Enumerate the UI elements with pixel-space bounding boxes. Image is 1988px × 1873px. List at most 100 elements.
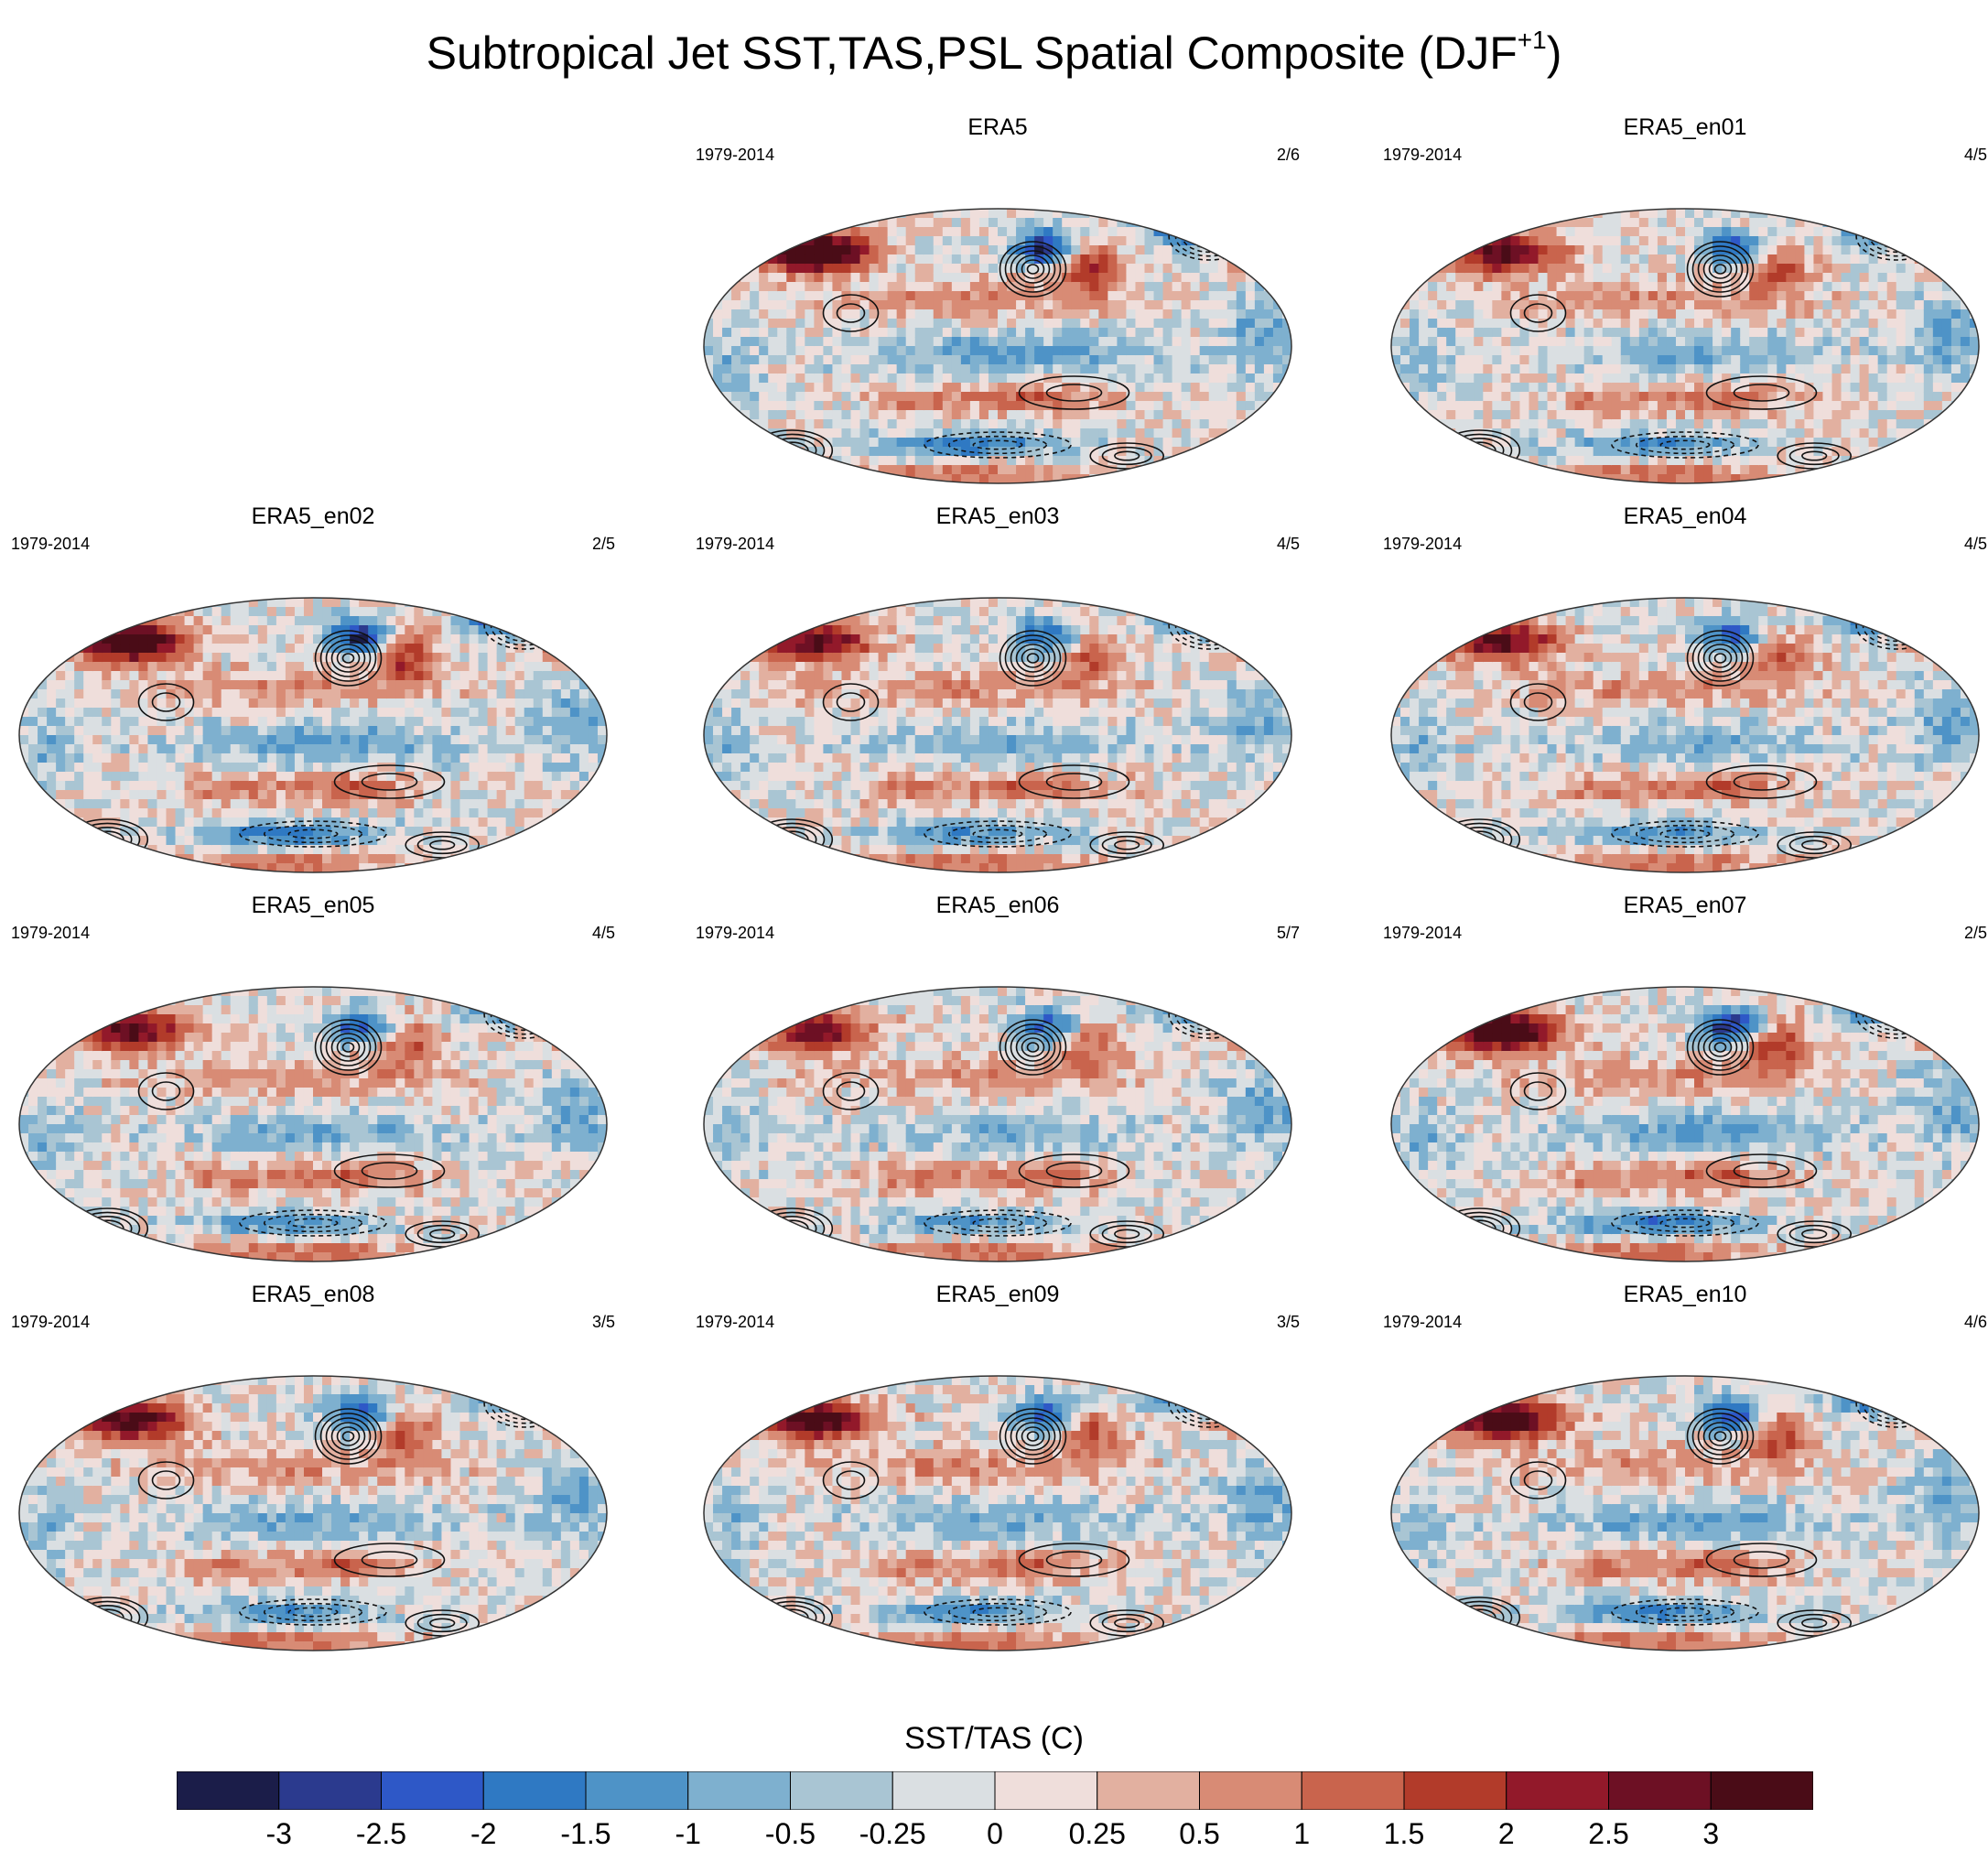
anomaly-cell xyxy=(193,671,204,681)
anomaly-cell xyxy=(1062,465,1072,475)
anomaly-cell xyxy=(1675,291,1686,301)
anomaly-cell xyxy=(850,328,861,338)
anomaly-cell xyxy=(211,616,222,626)
anomaly-cell xyxy=(1556,438,1567,448)
anomaly-cell xyxy=(1181,264,1192,274)
anomaly-cell xyxy=(1172,282,1183,292)
anomaly-cell xyxy=(1501,282,1512,292)
anomaly-cell xyxy=(184,836,195,846)
anomaly-cell xyxy=(294,753,305,763)
anomaly-cell xyxy=(1107,410,1118,420)
anomaly-cell xyxy=(1896,254,1907,265)
anomaly-cell xyxy=(1226,374,1237,384)
anomaly-cell xyxy=(83,772,93,782)
anomaly-cell xyxy=(878,447,889,457)
anomaly-cell xyxy=(1400,227,1410,237)
anomaly-cell xyxy=(795,419,805,429)
anomaly-cell xyxy=(1071,236,1081,246)
anomaly-cell xyxy=(248,790,259,800)
anomaly-cell xyxy=(1932,254,1943,265)
anomaly-cell xyxy=(1538,209,1549,219)
anomaly-cell xyxy=(1446,374,1456,384)
anomaly-cell xyxy=(1767,438,1777,448)
anomaly-cell xyxy=(1831,282,1842,292)
anomaly-cell xyxy=(1712,346,1723,356)
anomaly-cell xyxy=(1896,447,1907,457)
anomaly-cell xyxy=(1740,309,1750,319)
anomaly-cell xyxy=(147,863,158,872)
anomaly-cell xyxy=(120,708,130,718)
anomaly-cell xyxy=(257,598,268,608)
anomaly-cell xyxy=(759,300,769,310)
anomaly-cell xyxy=(951,218,962,228)
anomaly-cell xyxy=(322,817,332,828)
anomaly-cell xyxy=(1675,337,1686,347)
anomaly-cell xyxy=(322,607,332,617)
anomaly-cell xyxy=(1841,337,1852,347)
anomaly-cell xyxy=(1519,254,1530,265)
anomaly-cell xyxy=(1190,254,1201,265)
anomaly-cell xyxy=(1648,264,1658,274)
anomaly-cell xyxy=(120,854,130,864)
anomaly-cell xyxy=(1556,236,1567,246)
anomaly-cell xyxy=(1877,474,1888,483)
anomaly-cell xyxy=(1208,236,1219,246)
anomaly-cell xyxy=(1556,392,1567,402)
anomaly-cell xyxy=(704,383,714,393)
anomaly-cell xyxy=(1236,319,1247,329)
anomaly-cell xyxy=(1703,218,1713,228)
anomaly-cell xyxy=(1685,374,1695,384)
anomaly-cell xyxy=(1749,254,1759,265)
anomaly-cell xyxy=(951,364,962,374)
anomaly-cell xyxy=(896,328,907,338)
anomaly-cell xyxy=(988,401,999,411)
anomaly-cell xyxy=(184,644,195,654)
anomaly-cell xyxy=(998,291,1008,301)
anomaly-cell xyxy=(878,209,889,219)
anomaly-cell xyxy=(285,763,296,773)
anomaly-cell xyxy=(1538,264,1549,274)
anomaly-cell xyxy=(1859,254,1870,265)
anomaly-cell xyxy=(1428,337,1438,347)
anomaly-cell xyxy=(704,392,714,402)
anomaly-cell xyxy=(1281,337,1291,347)
anomaly-cell xyxy=(786,236,796,246)
anomaly-cell xyxy=(740,383,751,393)
anomaly-cell xyxy=(1758,337,1768,347)
anomaly-cell xyxy=(1519,300,1530,310)
anomaly-cell xyxy=(805,291,815,301)
anomaly-cell xyxy=(266,845,277,855)
anomaly-cell xyxy=(221,827,232,837)
anomaly-cell xyxy=(759,465,769,475)
anomaly-cell xyxy=(823,254,834,265)
anomaly-cell xyxy=(1162,282,1173,292)
anomaly-cell xyxy=(193,817,204,828)
anomaly-cell xyxy=(1795,419,1806,429)
anomaly-cell xyxy=(1731,218,1741,228)
anomaly-cell xyxy=(92,671,103,681)
anomaly-cell xyxy=(1226,355,1237,365)
anomaly-cell xyxy=(896,392,907,402)
anomaly-cell xyxy=(869,273,880,283)
anomaly-cell xyxy=(1583,300,1594,310)
anomaly-cell xyxy=(65,854,75,864)
anomaly-cell xyxy=(1758,236,1768,246)
anomaly-cell xyxy=(1620,474,1631,483)
anomaly-cell xyxy=(211,717,222,727)
anomaly-cell xyxy=(740,328,751,338)
anomaly-cell xyxy=(239,735,250,745)
anomaly-cell xyxy=(1501,465,1512,475)
anomaly-cell xyxy=(1236,218,1247,228)
anomaly-cell xyxy=(1199,218,1210,228)
anomaly-cell xyxy=(1969,282,1979,292)
anomaly-cell xyxy=(1153,401,1164,411)
anomaly-cell xyxy=(1043,291,1053,301)
anomaly-cell xyxy=(1685,428,1695,438)
anomaly-cell xyxy=(1960,264,1971,274)
anomaly-cell xyxy=(65,698,75,709)
anomaly-cell xyxy=(805,383,815,393)
anomaly-cell xyxy=(1666,309,1677,319)
anomaly-cell xyxy=(257,717,268,727)
anomaly-cell xyxy=(1547,337,1558,347)
anomaly-cell xyxy=(1795,254,1806,265)
